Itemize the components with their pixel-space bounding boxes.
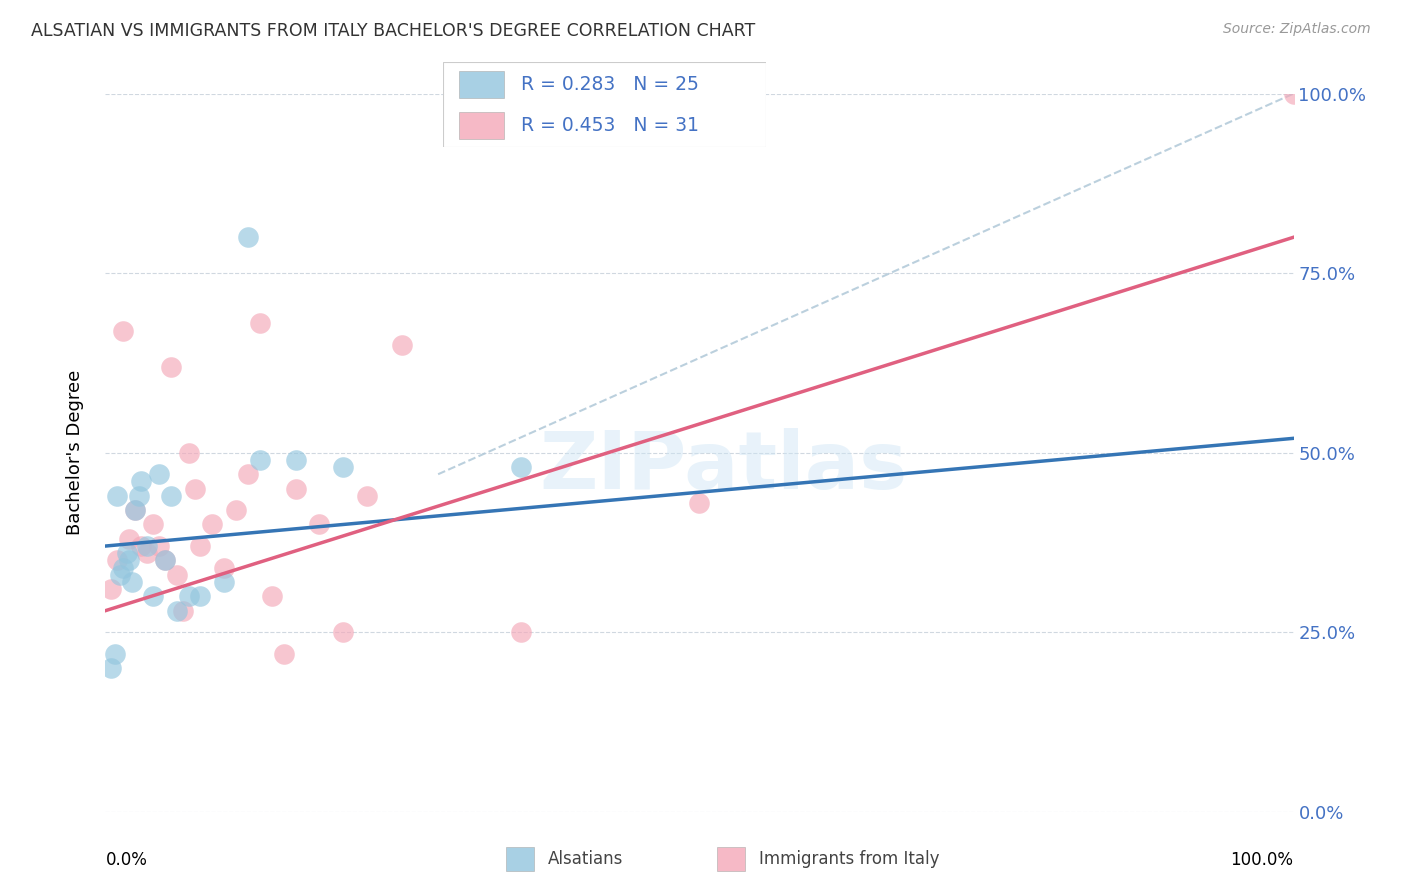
Point bbox=[177, 446, 200, 460]
Bar bbox=[717, 847, 745, 871]
Point bbox=[225, 503, 247, 517]
Point bbox=[118, 553, 141, 567]
Point bbox=[284, 453, 307, 467]
Point bbox=[332, 625, 354, 640]
Point bbox=[214, 574, 236, 589]
Point bbox=[136, 546, 159, 560]
Point bbox=[214, 560, 236, 574]
Point bbox=[273, 647, 295, 661]
Point bbox=[115, 546, 138, 560]
Bar bbox=[506, 847, 534, 871]
Point bbox=[129, 475, 152, 489]
Text: 100.0%: 100.0% bbox=[1230, 851, 1294, 869]
Point bbox=[190, 590, 212, 604]
Text: 0.0%: 0.0% bbox=[105, 851, 148, 869]
Point bbox=[284, 482, 307, 496]
Text: Immigrants from Italy: Immigrants from Italy bbox=[759, 849, 939, 868]
Point bbox=[153, 553, 176, 567]
Bar bbox=[458, 71, 505, 98]
Point bbox=[105, 553, 128, 567]
Point bbox=[148, 467, 170, 482]
Text: R = 0.283   N = 25: R = 0.283 N = 25 bbox=[520, 75, 699, 94]
Text: R = 0.453   N = 31: R = 0.453 N = 31 bbox=[520, 116, 699, 135]
Point bbox=[129, 539, 152, 553]
Point bbox=[105, 489, 128, 503]
Point bbox=[112, 324, 135, 338]
Point bbox=[104, 647, 127, 661]
Point bbox=[308, 517, 330, 532]
Point bbox=[148, 539, 170, 553]
Point bbox=[249, 453, 271, 467]
FancyBboxPatch shape bbox=[443, 62, 766, 147]
Point bbox=[1282, 87, 1305, 101]
Point bbox=[356, 489, 378, 503]
Point bbox=[128, 489, 150, 503]
Text: ZIPatlas: ZIPatlas bbox=[538, 428, 907, 506]
Point bbox=[124, 503, 146, 517]
Point bbox=[153, 553, 176, 567]
Point bbox=[689, 496, 711, 510]
Point bbox=[100, 582, 122, 596]
Point bbox=[391, 338, 413, 352]
Text: Alsatians: Alsatians bbox=[548, 849, 624, 868]
Point bbox=[121, 574, 143, 589]
Bar bbox=[458, 112, 505, 139]
Point bbox=[166, 604, 188, 618]
Point bbox=[190, 539, 212, 553]
Point bbox=[172, 604, 194, 618]
Point bbox=[249, 317, 271, 331]
Text: ALSATIAN VS IMMIGRANTS FROM ITALY BACHELOR'S DEGREE CORRELATION CHART: ALSATIAN VS IMMIGRANTS FROM ITALY BACHEL… bbox=[31, 22, 755, 40]
Point bbox=[510, 625, 533, 640]
Point bbox=[118, 532, 141, 546]
Point bbox=[236, 230, 259, 244]
Point bbox=[332, 460, 354, 475]
Point bbox=[236, 467, 259, 482]
Point bbox=[142, 590, 165, 604]
Point bbox=[100, 661, 122, 675]
Point bbox=[108, 567, 131, 582]
Point bbox=[166, 567, 188, 582]
Point bbox=[159, 489, 181, 503]
Point bbox=[177, 590, 200, 604]
Point bbox=[183, 482, 205, 496]
Point bbox=[510, 460, 533, 475]
Point bbox=[124, 503, 146, 517]
Point bbox=[136, 539, 159, 553]
Y-axis label: Bachelor's Degree: Bachelor's Degree bbox=[66, 370, 84, 535]
Point bbox=[260, 590, 283, 604]
Text: Source: ZipAtlas.com: Source: ZipAtlas.com bbox=[1223, 22, 1371, 37]
Point bbox=[112, 560, 135, 574]
Point bbox=[201, 517, 224, 532]
Point bbox=[159, 359, 181, 374]
Point bbox=[142, 517, 165, 532]
